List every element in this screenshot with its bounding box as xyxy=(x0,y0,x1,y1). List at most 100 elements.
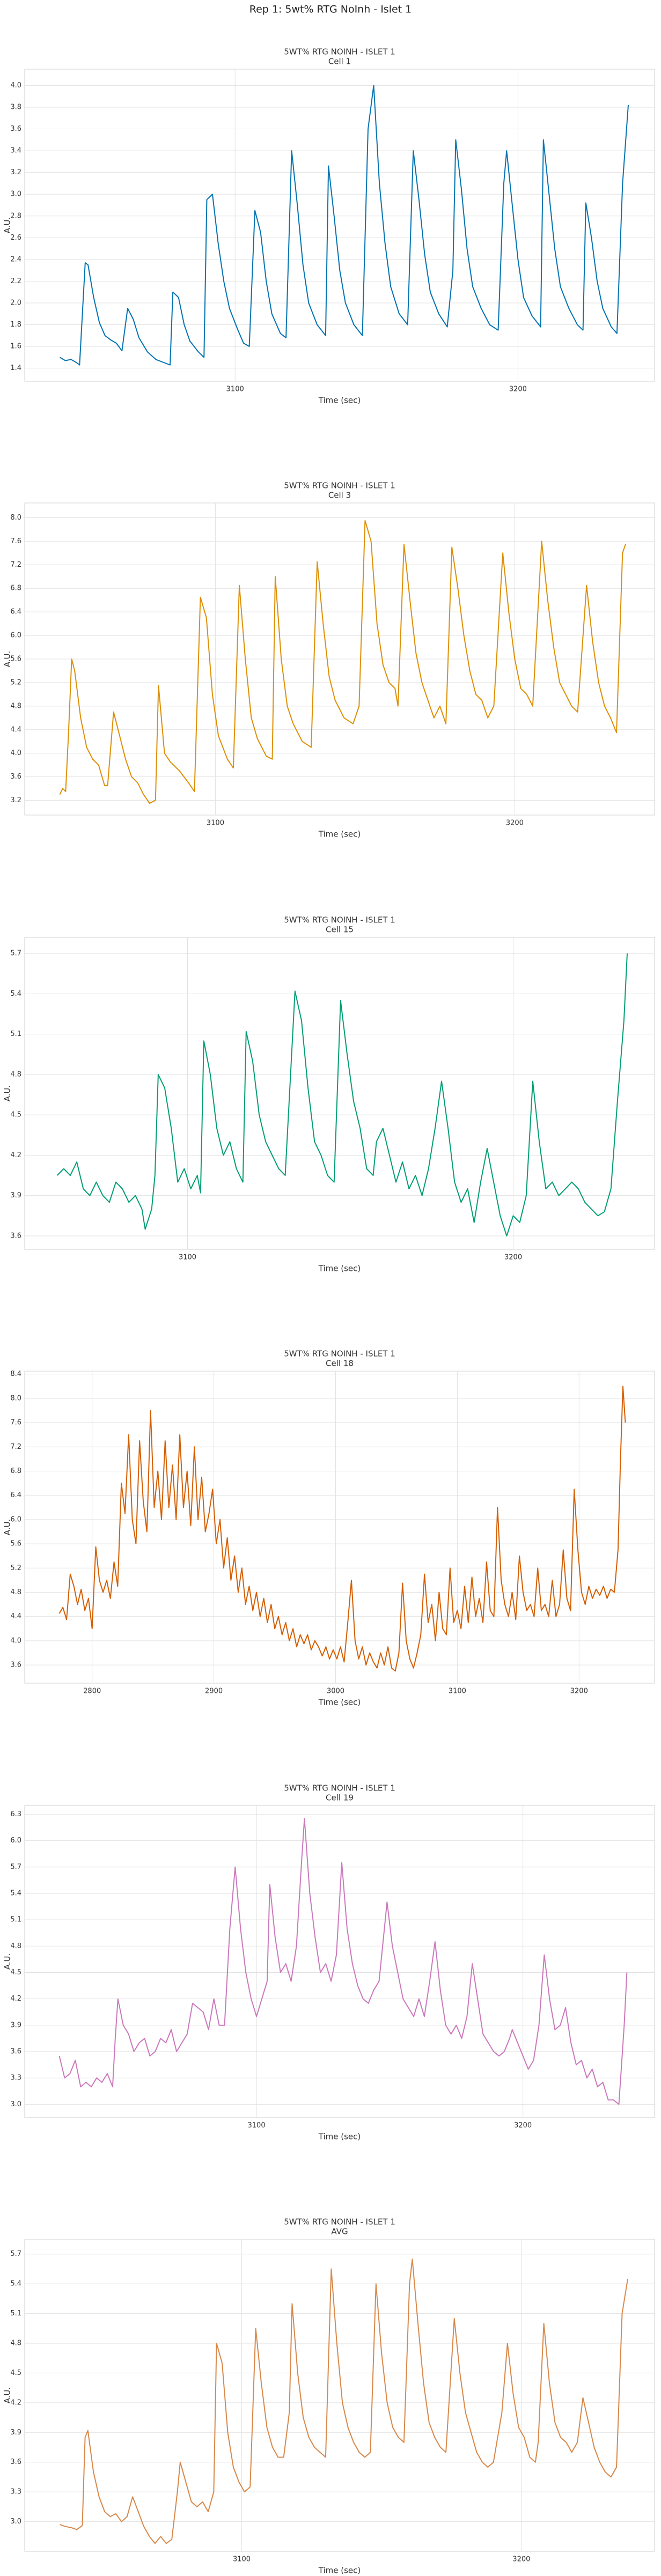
y-tick-label: 4.5 xyxy=(10,1968,21,1977)
chart-title: 5WT% RTG NOINH - ISLET 1 xyxy=(284,481,395,491)
data-line xyxy=(59,520,626,804)
x-tick-label: 3200 xyxy=(570,1687,588,1696)
data-line xyxy=(56,953,628,1237)
y-tick-label: 4.8 xyxy=(10,1070,21,1078)
y-tick-label: 2.0 xyxy=(10,299,21,307)
chart-subtitle: Cell 19 xyxy=(326,1793,354,1803)
y-tick-label: 3.9 xyxy=(10,2021,21,2029)
y-tick-label: 3.3 xyxy=(10,2074,21,2082)
y-tick-label: 3.6 xyxy=(10,1661,21,1669)
y-tick-label: 4.2 xyxy=(10,1995,21,2003)
data-line xyxy=(60,2259,628,2544)
y-axis-label: A.U. xyxy=(3,651,12,668)
y-tick-label: 2.4 xyxy=(10,255,21,263)
chart-title: 5WT% RTG NOINH - ISLET 1 xyxy=(284,1349,395,1359)
x-tick-label: 3100 xyxy=(248,2122,266,2130)
y-tick-label: 5.1 xyxy=(10,2309,21,2318)
y-tick-label: 3.6 xyxy=(10,2048,21,2056)
data-line xyxy=(58,1818,628,2105)
y-tick-label: 5.2 xyxy=(10,678,21,686)
y-tick-label: 3.0 xyxy=(10,190,21,198)
y-tick-label: 6.8 xyxy=(10,584,21,593)
y-tick-label: 2.8 xyxy=(10,212,21,220)
y-tick-label: 2.6 xyxy=(10,234,21,242)
chart-title: 5WT% RTG NOINH - ISLET 1 xyxy=(284,915,395,925)
y-tick-label: 5.4 xyxy=(10,990,21,998)
x-tick-label: 3200 xyxy=(514,2122,532,2130)
figure-title: Rep 1: 5wt% RTG NoInh - Islet 1 xyxy=(249,4,412,16)
y-tick-label: 5.4 xyxy=(10,2280,21,2288)
y-tick-label: 5.7 xyxy=(10,1863,21,1871)
x-tick-label: 3100 xyxy=(207,819,224,827)
y-tick-label: 3.4 xyxy=(10,147,21,155)
y-axis-label: A.U. xyxy=(3,1953,12,1970)
y-tick-label: 5.7 xyxy=(10,950,21,958)
y-tick-label: 1.6 xyxy=(10,343,21,351)
y-tick-label: 7.6 xyxy=(10,537,21,545)
x-axis-label: Time (sec) xyxy=(318,2566,361,2575)
y-axis-label: A.U. xyxy=(3,1519,12,1536)
y-tick-label: 6.0 xyxy=(10,632,21,640)
chart-subtitle: Cell 3 xyxy=(328,491,351,500)
plot-area xyxy=(24,1371,655,1684)
y-tick-label: 3.3 xyxy=(10,2488,21,2496)
y-tick-label: 4.4 xyxy=(10,1612,21,1620)
y-tick-label: 7.2 xyxy=(10,561,21,569)
y-tick-label: 4.8 xyxy=(10,702,21,710)
y-tick-label: 5.7 xyxy=(10,2250,21,2258)
y-tick-label: 5.2 xyxy=(10,1564,21,1572)
y-tick-label: 8.4 xyxy=(10,1370,21,1378)
y-tick-label: 5.1 xyxy=(10,1916,21,1924)
y-tick-label: 3.9 xyxy=(10,1191,21,1200)
x-tick-label: 2800 xyxy=(83,1687,101,1696)
y-tick-label: 3.9 xyxy=(10,2429,21,2437)
y-tick-label: 7.2 xyxy=(10,1443,21,1451)
y-tick-label: 4.8 xyxy=(10,1942,21,1950)
chart-title: 5WT% RTG NOINH - ISLET 1 xyxy=(284,47,395,57)
y-tick-label: 8.0 xyxy=(10,514,21,522)
y-tick-label: 6.4 xyxy=(10,608,21,616)
x-tick-label: 3200 xyxy=(512,2556,530,2564)
y-tick-label: 4.4 xyxy=(10,726,21,734)
plot-area xyxy=(24,937,655,1250)
y-axis-label: A.U. xyxy=(3,2387,12,2404)
y-tick-label: 6.8 xyxy=(10,1467,21,1475)
x-tick-label: 2900 xyxy=(205,1687,223,1696)
y-tick-label: 3.6 xyxy=(10,773,21,781)
y-tick-label: 4.5 xyxy=(10,1111,21,1119)
chart-subtitle: AVG xyxy=(331,2227,348,2237)
y-tick-label: 8.0 xyxy=(10,1394,21,1402)
chart-subtitle: Cell 15 xyxy=(326,925,354,935)
y-tick-label: 4.8 xyxy=(10,1588,21,1596)
x-axis-label: Time (sec) xyxy=(318,830,361,839)
y-tick-label: 5.1 xyxy=(10,1030,21,1038)
y-tick-label: 1.4 xyxy=(10,364,21,372)
y-tick-label: 3.2 xyxy=(10,796,21,804)
x-axis-label: Time (sec) xyxy=(318,1698,361,1707)
x-axis-label: Time (sec) xyxy=(318,396,361,405)
y-tick-label: 3.6 xyxy=(10,125,21,133)
chart-title: 5WT% RTG NOINH - ISLET 1 xyxy=(284,1783,395,1793)
y-tick-label: 4.2 xyxy=(10,1151,21,1159)
plot-area xyxy=(24,2239,655,2552)
y-tick-label: 6.4 xyxy=(10,1491,21,1499)
y-tick-label: 4.0 xyxy=(10,1637,21,1645)
y-axis-label: A.U. xyxy=(3,217,12,234)
y-tick-label: 3.0 xyxy=(10,2518,21,2526)
x-tick-label: 3100 xyxy=(233,2556,251,2564)
y-tick-label: 2.2 xyxy=(10,277,21,285)
plot-area xyxy=(24,69,655,382)
plot-area xyxy=(24,1805,655,2118)
y-tick-label: 4.5 xyxy=(10,2369,21,2377)
y-tick-label: 7.6 xyxy=(10,1419,21,1427)
x-tick-label: 3100 xyxy=(449,1687,466,1696)
y-tick-label: 5.4 xyxy=(10,1889,21,1897)
